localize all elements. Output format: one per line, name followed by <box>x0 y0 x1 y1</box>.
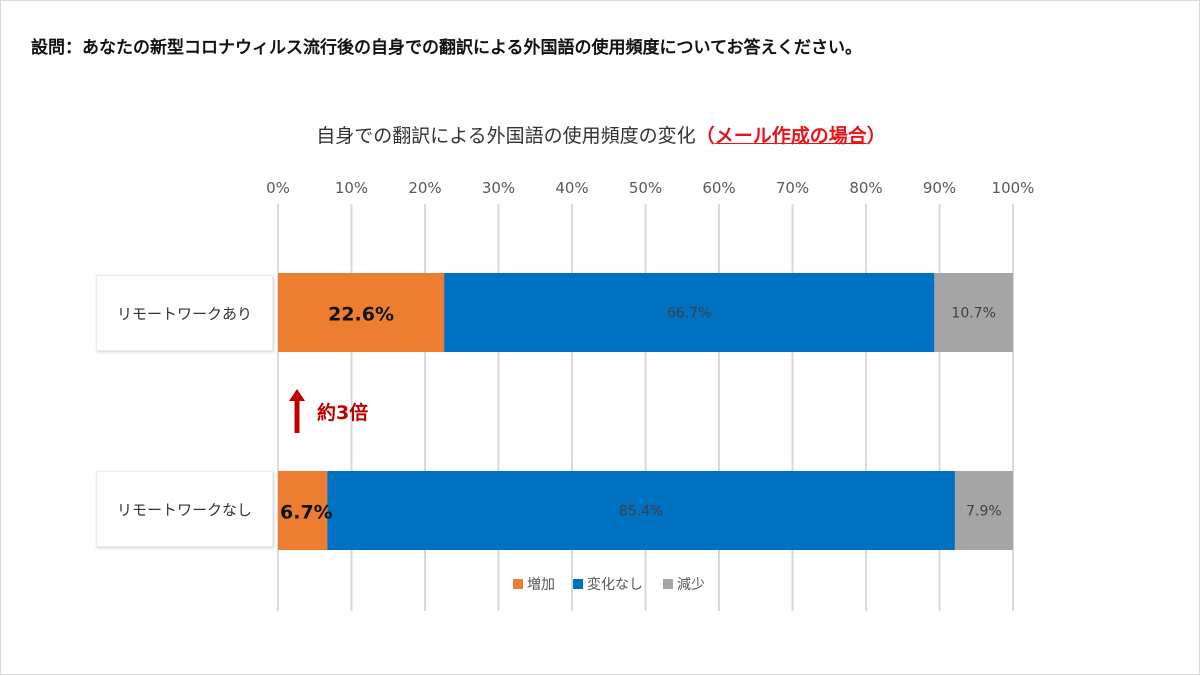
data-label: 66.7% <box>667 306 711 322</box>
data-label: 7.9% <box>966 504 1002 520</box>
annotation: 約3倍 <box>289 389 368 433</box>
category-label-remote-yes: リモートワークあり <box>96 275 273 351</box>
x-tick-label: 70% <box>776 179 809 197</box>
bar-segment <box>278 273 445 352</box>
data-label: 22.6% <box>328 304 394 326</box>
x-tick-label: 40% <box>555 179 588 197</box>
chart-title-close: ） <box>866 125 886 147</box>
x-tick-label: 0% <box>266 179 290 197</box>
question-text: 設問：あなたの新型コロナウィルス流行後の自身での翻訳による外国語の使用頻度につい… <box>31 38 862 58</box>
x-tick-label: 80% <box>849 179 882 197</box>
bar-segment <box>278 471 328 550</box>
legend-label: 変化なし <box>587 576 643 593</box>
x-tick-label: 30% <box>482 179 515 197</box>
x-tick-label: 100% <box>992 179 1035 197</box>
x-tick-label: 20% <box>408 179 441 197</box>
legend-swatch <box>513 579 523 589</box>
chart-title-open: （ <box>695 125 715 147</box>
data-label: 6.7% <box>280 502 333 524</box>
up-arrow-icon <box>289 389 305 433</box>
chart-title-highlight: メール作成の場合 <box>714 125 867 147</box>
chart-title: 自身での翻訳による外国語の使用頻度の変化（メール作成の場合） <box>1 121 1200 148</box>
bar-segment <box>934 273 1013 352</box>
chart-title-main: 自身での翻訳による外国語の使用頻度の変化 <box>316 125 696 147</box>
bar-segment <box>444 273 935 352</box>
data-label: 10.7% <box>951 306 995 322</box>
bars <box>278 273 1013 550</box>
legend: 増加 変化なし 減少 <box>513 576 705 593</box>
legend-label: 減少 <box>677 576 705 593</box>
data-label: 85.4% <box>619 504 663 520</box>
data-labels: 22.6% 66.7% 10.7% 6.7% 85.4% 7.9% <box>280 304 1002 524</box>
x-axis-ticks: 0% 10% 20% 30% 40% 50% 60% 70% 80% 90% 100% <box>266 179 1034 197</box>
x-tick-label: 90% <box>923 179 956 197</box>
annotation-text: 約3倍 <box>317 401 369 424</box>
legend-swatch <box>663 579 673 589</box>
legend-swatch <box>573 579 583 589</box>
legend-label: 増加 <box>527 577 555 593</box>
bar-segment <box>327 471 955 550</box>
x-tick-label: 50% <box>629 179 662 197</box>
x-tick-label: 10% <box>335 179 368 197</box>
bar-segment <box>954 471 1013 550</box>
x-tick-label: 60% <box>702 179 735 197</box>
category-label-remote-no: リモートワークなし <box>96 471 273 547</box>
